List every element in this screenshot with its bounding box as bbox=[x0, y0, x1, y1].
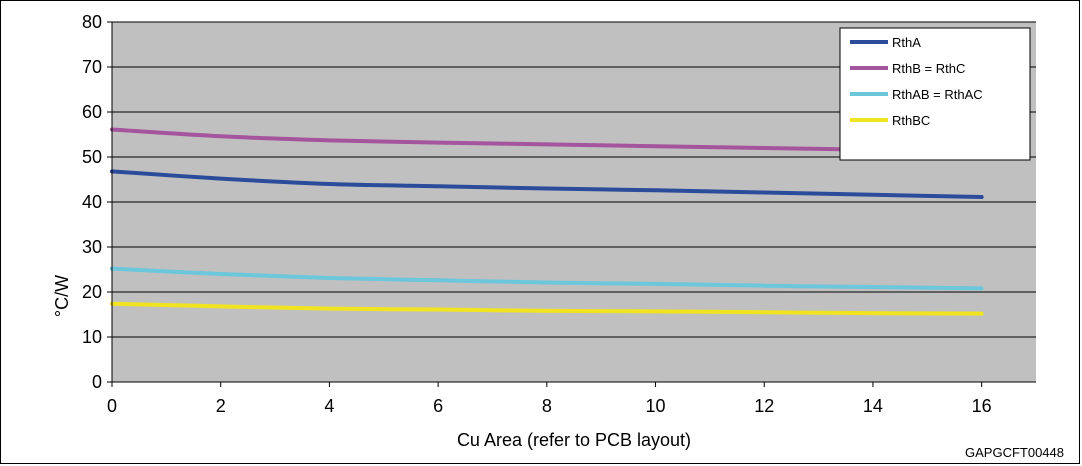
y-tick-label: 20 bbox=[82, 282, 102, 302]
y-tick-label: 0 bbox=[92, 372, 102, 392]
y-tick-label: 70 bbox=[82, 57, 102, 77]
series-line-3 bbox=[110, 301, 984, 316]
legend-label-0: RthA bbox=[892, 35, 921, 50]
y-tick-label: 10 bbox=[82, 327, 102, 347]
y-tick-label: 30 bbox=[82, 237, 102, 257]
x-tick-label: 2 bbox=[216, 396, 226, 416]
x-axis-title: Cu Area (refer to PCB layout) bbox=[457, 430, 691, 450]
series-line-0 bbox=[110, 169, 984, 200]
y-tick-label: 50 bbox=[82, 147, 102, 167]
series-line-2 bbox=[110, 266, 984, 291]
figure-code: GAPGCFT00448 bbox=[965, 445, 1064, 460]
x-tick-label: 8 bbox=[542, 396, 552, 416]
x-tick-label: 4 bbox=[324, 396, 334, 416]
y-tick-label: 60 bbox=[82, 102, 102, 122]
x-tick-label: 6 bbox=[433, 396, 443, 416]
x-tick-label: 0 bbox=[107, 396, 117, 416]
legend-label-2: RthAB = RthAC bbox=[892, 87, 983, 102]
x-tick-label: 12 bbox=[754, 396, 774, 416]
series-layer bbox=[110, 127, 984, 316]
x-tick-label: 14 bbox=[863, 396, 883, 416]
legend-label-3: RthBC bbox=[892, 113, 930, 128]
y-axis-title: °C/W bbox=[52, 275, 72, 317]
x-tick-label: 16 bbox=[972, 396, 992, 416]
legend: RthA RthB = RthC RthAB = RthAC RthBC bbox=[839, 27, 1031, 161]
legend-label-1: RthB = RthC bbox=[892, 61, 965, 76]
x-tick-label: 10 bbox=[646, 396, 666, 416]
y-tick-label: 40 bbox=[82, 192, 102, 212]
y-tick-label: 80 bbox=[82, 12, 102, 32]
axes: 0 10 20 30 40 50 60 70 80 0 2 4 6 8 10 12 14 16 bbox=[82, 12, 1036, 416]
